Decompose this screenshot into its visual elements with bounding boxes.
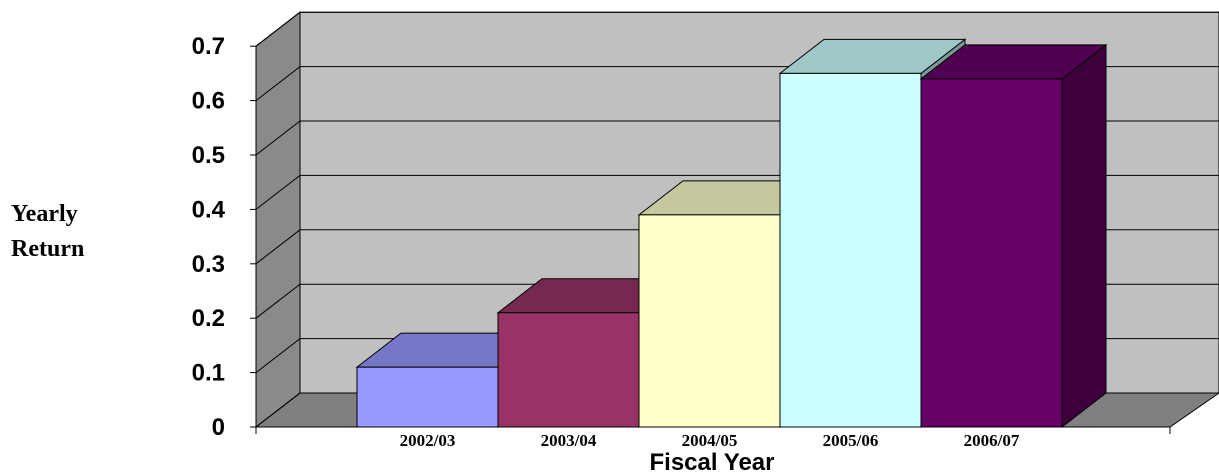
x-tick-label: 2006/07 (964, 431, 1020, 450)
y-tick-label: 0.3 (192, 251, 225, 278)
bar-front (638, 214, 781, 428)
x-axis-label: Fiscal Year (650, 449, 775, 475)
x-tick-label: 2003/04 (541, 431, 597, 450)
bar-front (497, 312, 640, 428)
y-axis-label-line-2: Return (11, 236, 84, 262)
y-tick-label: 0.4 (192, 196, 226, 223)
y-tick-label: 0 (212, 414, 225, 441)
side-wall (255, 11, 301, 429)
x-tick-label: 2005/06 (823, 431, 879, 450)
x-tick-label: 2004/05 (682, 431, 738, 450)
bar-front (356, 366, 499, 428)
axes (250, 45, 1171, 434)
y-tick-label: 0.1 (192, 360, 225, 387)
bar-side (1061, 43, 1107, 429)
y-tick-labels: 0 0.1 0.2 0.3 0.4 0.5 0.6 0.7 (192, 33, 226, 441)
x-tick-label: 2002/03 (400, 431, 456, 450)
y-tick-label: 0.6 (192, 88, 225, 115)
y-axis-label-line-1: Yearly (11, 201, 78, 227)
y-tick-label: 0.5 (192, 142, 225, 169)
bars (355, 38, 1108, 429)
x-tick-labels: 2002/03 2003/04 2004/05 2005/06 2006/07 (400, 431, 1020, 450)
bar-front (779, 72, 922, 428)
bar-front (920, 78, 1063, 428)
y-tick-label: 0.2 (192, 305, 225, 332)
y-tick-label: 0.7 (192, 33, 225, 60)
gridline (255, 11, 1219, 47)
bar (919, 43, 1108, 429)
